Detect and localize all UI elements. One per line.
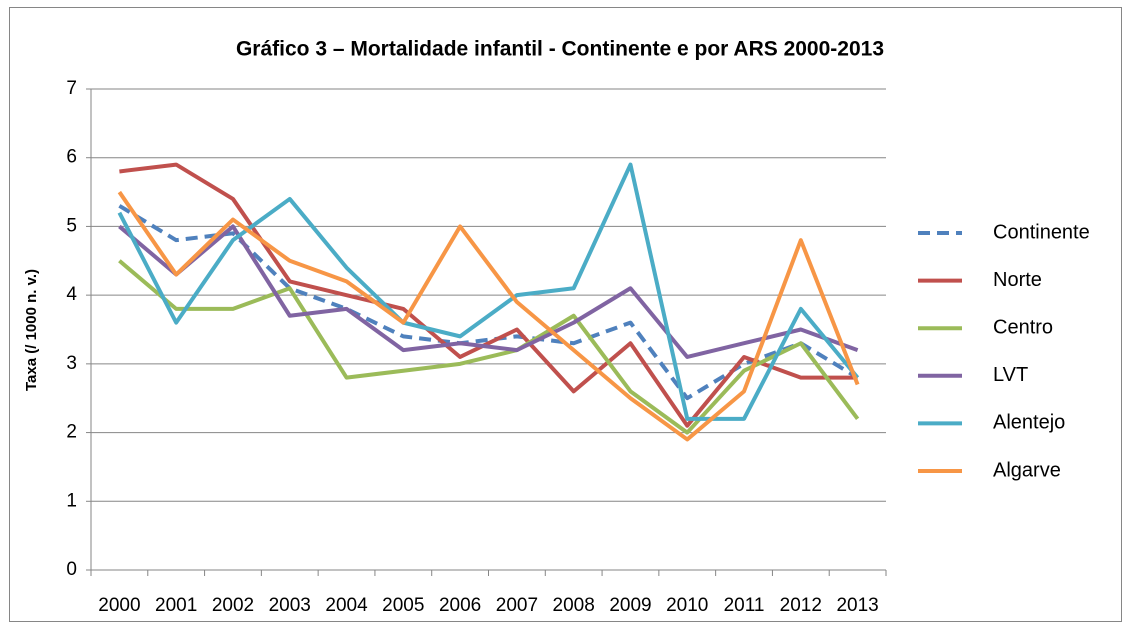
series-line	[117, 190, 860, 442]
series-line	[117, 162, 860, 421]
x-tick-label: 2005	[382, 595, 424, 616]
x-tick-label: 2013	[836, 595, 878, 616]
y-tick-label: 2	[66, 422, 77, 443]
y-tick-label: 6	[66, 147, 77, 168]
legend-label: LVT	[993, 364, 1028, 386]
y-tick-label: 7	[66, 78, 77, 99]
y-tick-label: 0	[66, 559, 77, 580]
series-line	[118, 224, 859, 359]
legend-label: Continente	[993, 221, 1090, 243]
y-tick-label: 4	[66, 284, 77, 305]
legend-label: Centro	[993, 316, 1053, 338]
legend-label: Norte	[993, 269, 1042, 291]
y-tick-label: 5	[66, 215, 77, 236]
x-tick-label: 2011	[724, 595, 765, 616]
x-tick-label: 2010	[666, 595, 708, 616]
x-tick-label: 2000	[98, 595, 140, 616]
chart-border	[9, 7, 1122, 622]
x-tick-label: 2009	[609, 595, 651, 616]
x-tick-label: 2006	[439, 595, 481, 616]
y-tick-label: 1	[66, 490, 77, 511]
x-tick-label: 2012	[780, 595, 822, 616]
series-line	[119, 162, 858, 428]
x-tick-label: 2001	[155, 595, 197, 616]
chart-title: Gráfico 3 – Mortalidade infantil - Conti…	[236, 38, 884, 61]
x-tick-label: 2008	[553, 595, 595, 616]
x-tick-label: 2002	[212, 595, 254, 616]
legend-label: Alentejo	[993, 412, 1065, 434]
x-tick-label: 2003	[269, 595, 311, 616]
y-tick-label: 3	[66, 353, 77, 374]
x-tick-label: 2004	[325, 595, 368, 616]
x-tick-label: 2007	[496, 595, 538, 616]
y-axis-label: Taxa (/ 1000 n. v.)	[23, 269, 40, 391]
series-line	[118, 259, 860, 435]
legend-label: Algarve	[993, 459, 1061, 481]
